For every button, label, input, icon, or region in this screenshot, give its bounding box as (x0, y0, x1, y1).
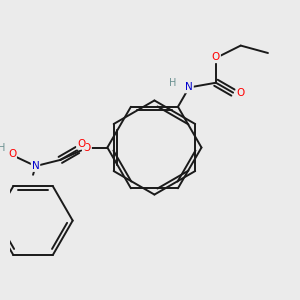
Text: O: O (8, 149, 16, 159)
Text: N: N (32, 161, 39, 171)
Text: O: O (77, 139, 85, 149)
Text: H: H (0, 142, 6, 152)
Text: O: O (236, 88, 244, 98)
Text: O: O (83, 142, 91, 152)
Text: O: O (212, 52, 220, 62)
Text: N: N (185, 82, 193, 92)
Text: H: H (169, 77, 177, 88)
